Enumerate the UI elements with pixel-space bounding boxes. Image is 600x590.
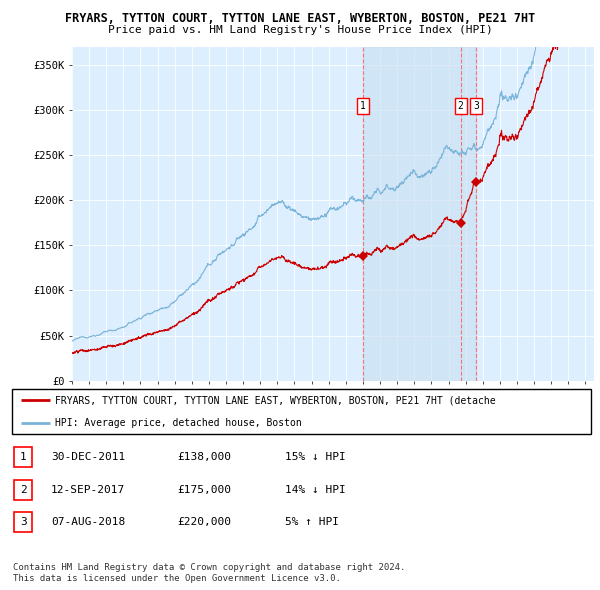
Text: 07-AUG-2018: 07-AUG-2018: [51, 517, 125, 527]
Text: £138,000: £138,000: [177, 453, 231, 462]
Text: FRYARS, TYTTON COURT, TYTTON LANE EAST, WYBERTON, BOSTON, PE21 7HT (detache: FRYARS, TYTTON COURT, TYTTON LANE EAST, …: [55, 395, 496, 405]
Text: 3: 3: [473, 101, 479, 111]
Text: Contains HM Land Registry data © Crown copyright and database right 2024.: Contains HM Land Registry data © Crown c…: [13, 563, 406, 572]
Text: £220,000: £220,000: [177, 517, 231, 527]
Text: £175,000: £175,000: [177, 485, 231, 494]
Text: 3: 3: [20, 517, 26, 527]
FancyBboxPatch shape: [14, 480, 32, 500]
Text: 1: 1: [360, 101, 366, 111]
Text: 15% ↓ HPI: 15% ↓ HPI: [285, 453, 346, 462]
Text: 5% ↑ HPI: 5% ↑ HPI: [285, 517, 339, 527]
Text: Price paid vs. HM Land Registry's House Price Index (HPI): Price paid vs. HM Land Registry's House …: [107, 25, 493, 35]
Text: 2: 2: [20, 485, 26, 494]
FancyBboxPatch shape: [12, 389, 591, 434]
FancyBboxPatch shape: [14, 512, 32, 532]
Text: This data is licensed under the Open Government Licence v3.0.: This data is licensed under the Open Gov…: [13, 574, 341, 583]
Bar: [363, 47, 476, 381]
Text: 30-DEC-2011: 30-DEC-2011: [51, 453, 125, 462]
Text: FRYARS, TYTTON COURT, TYTTON LANE EAST, WYBERTON, BOSTON, PE21 7HT: FRYARS, TYTTON COURT, TYTTON LANE EAST, …: [65, 12, 535, 25]
Text: 1: 1: [20, 453, 26, 462]
Text: 2: 2: [458, 101, 464, 111]
Text: 14% ↓ HPI: 14% ↓ HPI: [285, 485, 346, 494]
FancyBboxPatch shape: [14, 447, 32, 467]
Text: HPI: Average price, detached house, Boston: HPI: Average price, detached house, Bost…: [55, 418, 302, 428]
Text: 12-SEP-2017: 12-SEP-2017: [51, 485, 125, 494]
